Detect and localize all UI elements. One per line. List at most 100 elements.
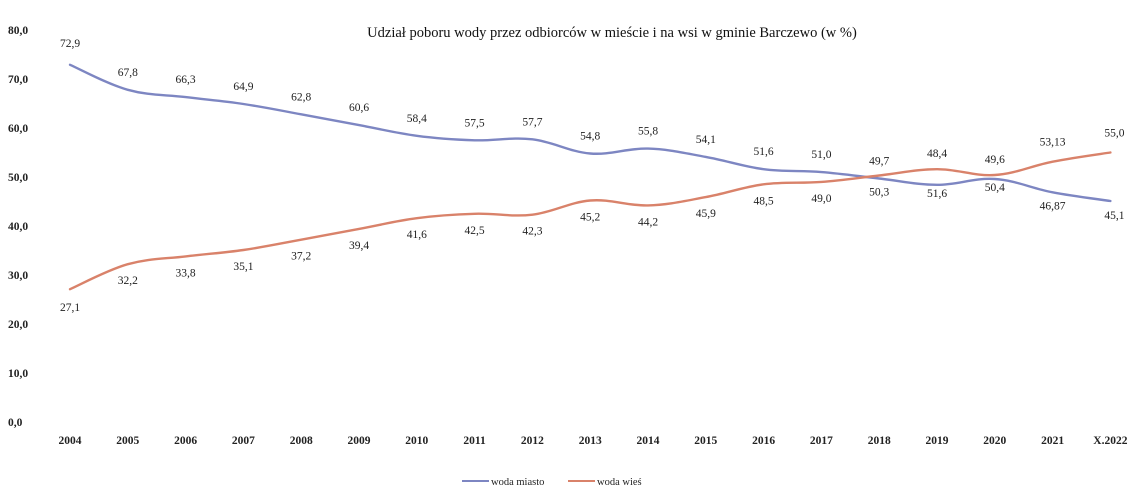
legend-label-woda-miasto: woda miasto	[491, 477, 544, 488]
data-label-woda-miasto: 46,87	[1040, 200, 1066, 212]
x-tick-label: 2015	[694, 435, 717, 447]
data-label-woda-miasto: 62,8	[291, 91, 311, 103]
x-tick-label: 2007	[232, 435, 255, 447]
data-point-woda-wies	[300, 239, 302, 241]
data-point-woda-wies	[705, 196, 707, 198]
data-label-woda-wies: 55,0	[1104, 128, 1124, 140]
data-label-woda-wies: 27,1	[60, 302, 80, 314]
x-tick-label: 2012	[521, 435, 544, 447]
data-point-woda-wies	[820, 181, 822, 183]
x-tick-label: 2020	[983, 435, 1006, 447]
x-tick-label: 2011	[463, 435, 486, 447]
data-label-woda-wies: 42,3	[522, 226, 542, 238]
y-tick-label: 20,0	[8, 319, 28, 331]
data-point-woda-miasto	[878, 177, 880, 179]
data-point-woda-wies	[589, 199, 591, 201]
data-label-woda-wies: 48,4	[927, 148, 947, 160]
x-tick-label: 2006	[174, 435, 197, 447]
x-tick-label: 2018	[868, 435, 891, 447]
x-tick-label: 2005	[116, 435, 139, 447]
data-point-woda-miasto	[705, 156, 707, 158]
data-point-woda-miasto	[473, 139, 475, 141]
data-point-woda-wies	[531, 214, 533, 216]
data-label-woda-miasto: 57,7	[522, 116, 542, 128]
data-point-woda-wies	[1109, 151, 1111, 153]
data-point-woda-miasto	[762, 168, 764, 170]
data-label-woda-wies: 44,2	[638, 216, 658, 228]
data-point-woda-miasto	[358, 124, 360, 126]
data-point-woda-miasto	[936, 184, 938, 186]
data-labels: 72,9 67,8 66,3 64,9 62,8 60,6 58,4 57,5 57,7 54,8…	[60, 38, 1125, 314]
y-tick-label: 0,0	[8, 417, 23, 429]
data-point-woda-miasto	[994, 178, 996, 180]
data-label-woda-miasto: 51,6	[754, 146, 774, 158]
data-point-woda-miasto	[127, 89, 129, 91]
data-point-woda-miasto	[184, 96, 186, 98]
data-label-woda-wies: 41,6	[407, 229, 427, 241]
x-tick-label: 2014	[637, 435, 660, 447]
data-label-woda-miasto: 54,1	[696, 134, 716, 146]
data-point-woda-miasto	[647, 147, 649, 149]
data-point-woda-wies	[69, 288, 71, 290]
data-label-woda-wies: 45,9	[696, 208, 716, 220]
chart-legend: woda miasto woda wieś	[462, 477, 642, 488]
data-point-woda-miasto	[1109, 200, 1111, 202]
data-label-woda-wies: 37,2	[291, 251, 311, 263]
data-label-woda-miasto: 50,4	[985, 182, 1005, 194]
series-line-woda-miasto	[68, 63, 1112, 203]
x-tick-label: 2016	[752, 435, 775, 447]
data-point-woda-wies	[242, 249, 244, 251]
data-point-woda-miasto	[416, 135, 418, 137]
data-point-woda-wies	[878, 174, 880, 176]
data-label-woda-wies: 45,2	[580, 212, 600, 224]
data-label-woda-wies: 49,0	[811, 193, 831, 205]
data-point-woda-wies	[1051, 161, 1053, 163]
y-axis: 0,0 10,0 20,0 30,0 40,0 50,0 60,0 70,0 80,0	[8, 25, 28, 429]
data-point-woda-wies	[762, 183, 764, 185]
data-label-woda-miasto: 72,9	[60, 38, 80, 50]
data-label-woda-miasto: 66,3	[176, 74, 196, 86]
y-tick-label: 80,0	[8, 25, 28, 37]
data-point-woda-miasto	[820, 171, 822, 173]
data-label-woda-miasto: 67,8	[118, 67, 138, 79]
data-label-woda-miasto: 45,1	[1104, 210, 1124, 222]
data-label-woda-miasto: 58,4	[407, 113, 427, 125]
data-point-woda-wies	[184, 255, 186, 257]
data-label-woda-wies: 32,2	[118, 275, 138, 287]
data-point-woda-wies	[936, 168, 938, 170]
x-tick-label: 2021	[1041, 435, 1064, 447]
data-label-woda-wies: 53,13	[1040, 137, 1066, 149]
x-tick-label: 2008	[290, 435, 313, 447]
data-label-woda-miasto: 60,6	[349, 102, 369, 114]
data-label-woda-miasto: 64,9	[233, 81, 253, 93]
y-tick-label: 60,0	[8, 123, 28, 135]
x-tick-label: 2010	[405, 435, 428, 447]
x-tick-label: 2013	[579, 435, 602, 447]
series-line-woda-wies	[68, 151, 1112, 291]
data-point-woda-wies	[416, 217, 418, 219]
data-label-woda-wies: 39,4	[349, 240, 369, 252]
data-point-woda-miasto	[242, 103, 244, 105]
data-point-woda-wies	[473, 213, 475, 215]
data-label-woda-wies: 33,8	[176, 267, 196, 279]
data-label-woda-miasto: 49,7	[869, 156, 889, 168]
data-label-woda-wies: 35,1	[233, 261, 253, 273]
data-point-woda-miasto	[300, 113, 302, 115]
chart-title: Udział poboru wody przez odbiorców w mie…	[367, 25, 857, 41]
x-axis: 2004 2005 2006 2007 2008 2009 2010 2011 2012 2013…	[59, 435, 1128, 447]
y-tick-label: 10,0	[8, 368, 28, 380]
data-point-woda-wies	[358, 228, 360, 230]
data-label-woda-miasto: 51,6	[927, 188, 947, 200]
x-tick-label: 2019	[926, 435, 949, 447]
data-point-woda-miasto	[69, 64, 71, 66]
data-point-woda-miasto	[589, 152, 591, 154]
x-tick-label: 2017	[810, 435, 833, 447]
data-label-woda-miasto: 54,8	[580, 131, 600, 143]
data-point-woda-miasto	[531, 138, 533, 140]
legend-label-woda-wies: woda wieś	[597, 477, 642, 488]
data-label-woda-miasto: 55,8	[638, 126, 658, 138]
data-point-woda-wies	[127, 263, 129, 265]
data-label-woda-miasto: 51,0	[811, 149, 831, 161]
